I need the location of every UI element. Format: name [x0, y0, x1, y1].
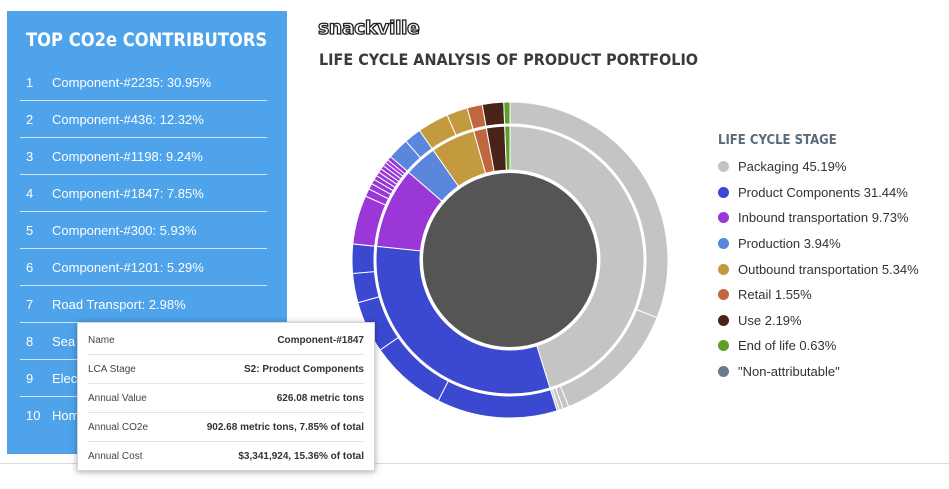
- legend-label: Production 3.94%: [738, 236, 841, 252]
- legend-item-end-of-life[interactable]: End of life 0.63%: [718, 333, 919, 359]
- contributor-rank: 8: [26, 333, 34, 349]
- component-arc-product-components[interactable]: [352, 271, 380, 304]
- contributor-rank: 4: [26, 185, 34, 201]
- legend-swatch: [718, 212, 729, 224]
- brand-logo: snackville: [317, 16, 420, 39]
- legend: LIFE CYCLE STAGE Packaging 45.19% Produc…: [718, 133, 919, 384]
- legend-item-retail[interactable]: Retail 1.55%: [718, 282, 919, 308]
- legend-item-production[interactable]: Production 3.94%: [718, 231, 919, 257]
- component-arc-product-components[interactable]: [351, 243, 376, 274]
- legend-label: Product Components 31.44%: [738, 184, 908, 200]
- contributor-item[interactable]: 2 Component-#436: 12.32%: [20, 101, 267, 138]
- legend-item-inbound-transportation[interactable]: Inbound transportation 9.73%: [718, 205, 919, 231]
- contributor-label: Component-#2235: 30.95%: [52, 74, 212, 90]
- contributor-rank: 1: [26, 74, 34, 90]
- tooltip-row: Annual Value 626.08 metric tons: [88, 384, 364, 413]
- legend-item-outbound-transportation[interactable]: Outbound transportation 5.34%: [718, 256, 919, 282]
- tooltip-value: $3,341,924, 15.36% of total: [238, 450, 364, 462]
- legend-item-use[interactable]: Use 2.19%: [718, 308, 919, 334]
- stage-arc-packaging[interactable]: [509, 125, 645, 389]
- contributor-item[interactable]: 4 Component-#1847: 7.85%: [20, 175, 267, 212]
- legend-swatch: [718, 366, 729, 378]
- legend-label: Use 2.19%: [738, 312, 802, 328]
- contributor-item[interactable]: 5 Component-#300: 5.93%: [20, 212, 267, 249]
- page-title: LIFE CYCLE ANALYSIS OF PRODUCT PORTFOLIO: [319, 50, 699, 69]
- contributor-rank: 6: [26, 259, 34, 275]
- contributor-label: Road Transport: 2.98%: [52, 296, 186, 312]
- tooltip-row: Annual Cost $3,341,924, 15.36% of total: [88, 442, 364, 470]
- legend-item-product-components[interactable]: Product Components 31.44%: [718, 180, 919, 206]
- contributor-label: Component-#436: 12.32%: [52, 111, 204, 127]
- contributor-item[interactable]: 10 Hom: [20, 397, 267, 434]
- legend-swatch: [718, 186, 729, 198]
- tooltip-value: S2: Product Components: [243, 363, 364, 375]
- contributors-list: 1 Component-#2235: 30.95% 2 Component-#436…: [20, 64, 267, 434]
- stage-arc-end-of-life[interactable]: [504, 125, 511, 171]
- legend-swatch: [718, 238, 729, 250]
- contributor-label: Component-#1201: 5.29%: [52, 259, 204, 275]
- legend-label: End of life 0.63%: [738, 338, 837, 354]
- tooltip-row: LCA Stage S2: Product Components: [88, 355, 364, 384]
- component-tooltip: Name Component-#1847 LCA Stage S2: Product…: [77, 322, 375, 471]
- contributor-rank: 9: [26, 370, 34, 386]
- contributor-label: Component-#1198: 9.24%: [52, 148, 203, 164]
- legend-label: Retail 1.55%: [738, 287, 812, 303]
- tooltip-value: 902.68 metric tons, 7.85% of total: [206, 421, 364, 433]
- contributor-rank: 10: [26, 408, 41, 423]
- contributor-rank: 3: [26, 148, 34, 164]
- contributor-item[interactable]: 6 Component-#1201: 5.29%: [20, 249, 267, 286]
- legend-label: Packaging 45.19%: [738, 159, 847, 175]
- stage-arc-product-components[interactable]: [375, 245, 551, 395]
- component-arc-end-of-life[interactable]: [503, 101, 511, 125]
- contributor-label: Component-#300: 5.93%: [52, 222, 197, 238]
- legend-label: Outbound transportation 5.34%: [738, 261, 919, 277]
- legend-swatch: [718, 289, 729, 301]
- tooltip-label: Name: [88, 334, 115, 346]
- chart-center: [423, 173, 597, 347]
- contributor-item[interactable]: 7 Road Transport: 2.98%: [20, 286, 267, 323]
- tooltip-row: Annual CO2e 902.68 metric tons, 7.85% of …: [88, 413, 364, 442]
- contributor-label: Sea: [52, 333, 76, 349]
- contributor-label: Elec: [52, 370, 78, 386]
- tooltip-label: Annual Cost: [88, 450, 143, 462]
- bottom-divider: [0, 463, 949, 464]
- contributor-rank: 2: [26, 111, 34, 127]
- contributor-item[interactable]: 3 Component-#1198: 9.24%: [20, 138, 267, 175]
- contributor-label: Component-#1847: 7.85%: [52, 185, 204, 201]
- contributor-label: Hom: [52, 408, 80, 423]
- tooltip-row: Name Component-#1847: [88, 326, 364, 355]
- legend-swatch: [718, 314, 729, 326]
- legend-swatch: [718, 161, 729, 173]
- legend-item-non-attributable[interactable]: "Non-attributable": [718, 359, 919, 385]
- tooltip-label: Annual Value: [88, 392, 147, 404]
- legend-label: "Non-attributable": [738, 364, 840, 380]
- legend-swatch: [718, 263, 729, 275]
- contributors-title: TOP CO2e CONTRIBUTORS: [26, 29, 268, 51]
- component-arc-use[interactable]: [481, 101, 506, 127]
- tooltip-label: Annual CO2e: [88, 421, 149, 433]
- sunburst-chart[interactable]: [340, 90, 680, 430]
- legend-label: Inbound transportation 9.73%: [738, 210, 909, 226]
- legend-title: LIFE CYCLE STAGE: [718, 133, 837, 148]
- tooltip-label: LCA Stage: [88, 363, 136, 375]
- tooltip-value: Component-#1847: [277, 334, 364, 346]
- contributor-rank: 5: [26, 222, 34, 238]
- contributor-rank: 7: [26, 296, 34, 312]
- contributor-item[interactable]: 1 Component-#2235: 30.95%: [20, 64, 267, 101]
- tooltip-value: 626.08 metric tons: [276, 392, 364, 404]
- legend-swatch: [718, 340, 729, 352]
- legend-item-packaging[interactable]: Packaging 45.19%: [718, 154, 919, 180]
